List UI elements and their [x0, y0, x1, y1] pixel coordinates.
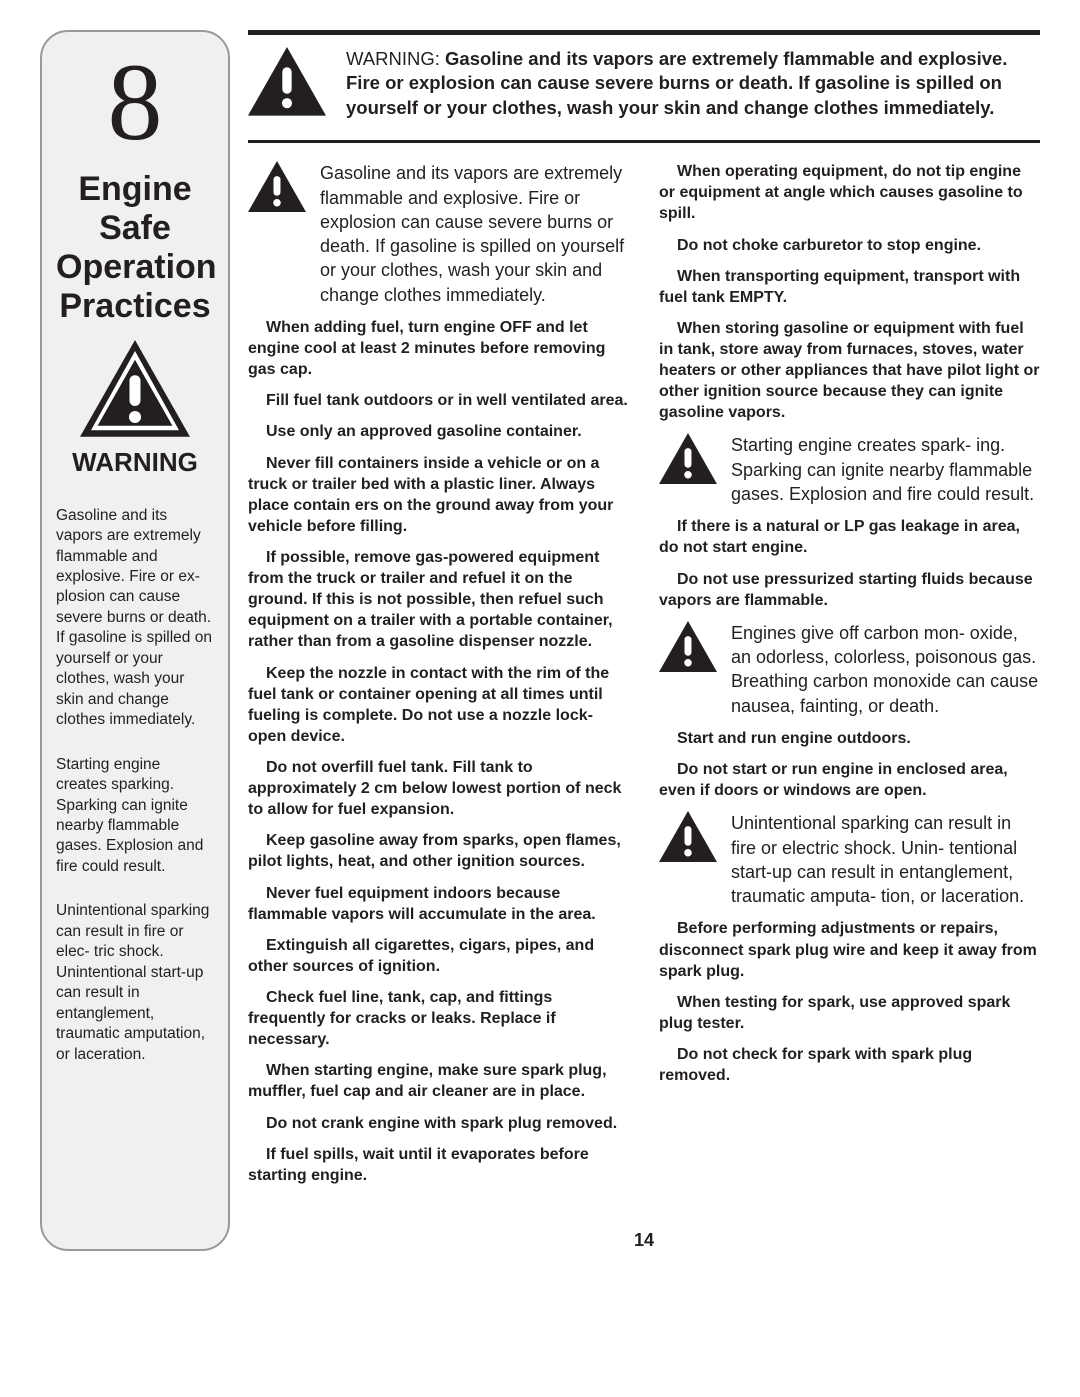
left-items: When adding fuel, turn engine OFF and le…: [248, 317, 629, 1186]
section-title: Engine Safe Operation Practices: [56, 170, 214, 326]
warning-block-gasoline: Gasoline and its vapors are extremely fl…: [248, 161, 629, 307]
safety-instruction: If there is a natural or LP gas leakage …: [659, 516, 1040, 558]
intro-text: Engines give off carbon mon­- oxide, an …: [731, 621, 1040, 718]
warning-triangle-icon: [659, 621, 717, 672]
hero-prefix: WARNING:: [346, 48, 445, 69]
right-block-1: When operating equipment, do not tip eng…: [659, 161, 1040, 423]
hero-warning-block: WARNING: Gasoline and its vapors are ext…: [248, 47, 1040, 120]
warning-triangle-icon: [248, 161, 306, 212]
safety-instruction: When storing gasoline or equipment with …: [659, 318, 1040, 424]
warning-triangle-icon: [659, 811, 717, 862]
safety-instruction: Never fuel equipment indoors because fla…: [248, 883, 629, 925]
safety-instruction: Start and run engine outdoors.: [659, 728, 1040, 749]
safety-instruction: Do not use pressurized starting fluids b…: [659, 569, 1040, 611]
safety-instruction: Do not choke carburetor to stop engine.: [659, 235, 1040, 256]
hero-warning-text: WARNING: Gasoline and its vapors are ext…: [346, 47, 1040, 120]
hero-bold-text: Gasoline and its vapors are extremely fl…: [346, 48, 1007, 118]
safety-instruction: Do not overfill fuel tank. Fill tank to …: [248, 757, 629, 820]
sidebar-paragraph: Starting engine creates sparking. Sparki…: [56, 755, 214, 878]
page-number: 14: [248, 1230, 1040, 1251]
safety-instruction: Keep the nozzle in contact with the rim …: [248, 663, 629, 747]
right-block-2: If there is a natural or LP gas leakage …: [659, 516, 1040, 610]
warning-triangle-icon: [659, 433, 717, 484]
warning-triangle-icon: [248, 47, 326, 116]
horizontal-rule: [248, 140, 1040, 143]
right-block-3: Start and run engine outdoors. Do not sta…: [659, 728, 1040, 801]
safety-instruction: If fuel spills, wait until it evaporates…: [248, 1144, 629, 1186]
safety-instruction: When starting engine, make sure spark pl…: [248, 1060, 629, 1102]
safety-instruction: Fill fuel tank outdoors or in well venti…: [248, 390, 629, 411]
safety-instruction: Do not crank engine with spark plug remo…: [248, 1113, 629, 1134]
warning-block-carbon-monoxide: Engines give off carbon mon­- oxide, an …: [659, 621, 1040, 718]
safety-instruction: Use only an approved gasoline container.: [248, 421, 629, 442]
sidebar-paragraph: Gasoline and its vapors are extremely fl…: [56, 506, 214, 731]
two-column-layout: Gasoline and its vapors are extremely fl…: [248, 161, 1040, 1196]
horizontal-rule: [248, 30, 1040, 35]
right-column: When operating equipment, do not tip eng…: [659, 161, 1040, 1196]
sidebar: 8 Engine Safe Operation Practices WARNIN…: [40, 30, 230, 1251]
safety-instruction: When transporting equipment, transport w…: [659, 266, 1040, 308]
warning-block-unintentional-spark: Unintentional sparking can result in fir…: [659, 811, 1040, 908]
safety-instruction: Before performing adjustments or repairs…: [659, 918, 1040, 981]
main-content: WARNING: Gasoline and its vapors are ext…: [248, 30, 1040, 1251]
intro-text: Unintentional sparking can result in fir…: [731, 811, 1040, 908]
safety-instruction: When operating equipment, do not tip eng…: [659, 161, 1040, 224]
safety-instruction: Keep gasoline away from sparks, open fla…: [248, 830, 629, 872]
safety-instruction: Do not check for spark with spark plug r…: [659, 1044, 1040, 1086]
warning-block-spark: Starting engine creates spark­- ing. Spa…: [659, 433, 1040, 506]
left-column: Gasoline and its vapors are extremely fl…: [248, 161, 629, 1196]
intro-text: Starting engine creates spark­- ing. Spa…: [731, 433, 1040, 506]
safety-instruction: Do not start or run engine in enclosed a…: [659, 759, 1040, 801]
safety-instruction: If possible, remove gas-powered equipmen…: [248, 547, 629, 653]
warning-label: WARNING: [56, 447, 214, 478]
safety-instruction: When adding fuel, turn engine OFF and le…: [248, 317, 629, 380]
page: 8 Engine Safe Operation Practices WARNIN…: [40, 30, 1040, 1251]
safety-instruction: When testing for spark, use approved spa…: [659, 992, 1040, 1034]
section-number: 8: [56, 56, 214, 150]
intro-text: Gasoline and its vapors are extremely fl…: [320, 161, 629, 307]
safety-instruction: Never fill containers inside a vehicle o…: [248, 453, 629, 537]
right-block-4: Before performing adjustments or repairs…: [659, 918, 1040, 1086]
warning-triangle-icon: [80, 340, 190, 437]
safety-instruction: Extinguish all cigarettes, cigars, pipes…: [248, 935, 629, 977]
sidebar-paragraph: Unintentional sparking can result in fir…: [56, 901, 214, 1065]
safety-instruction: Check fuel line, tank, cap, and fittings…: [248, 987, 629, 1050]
